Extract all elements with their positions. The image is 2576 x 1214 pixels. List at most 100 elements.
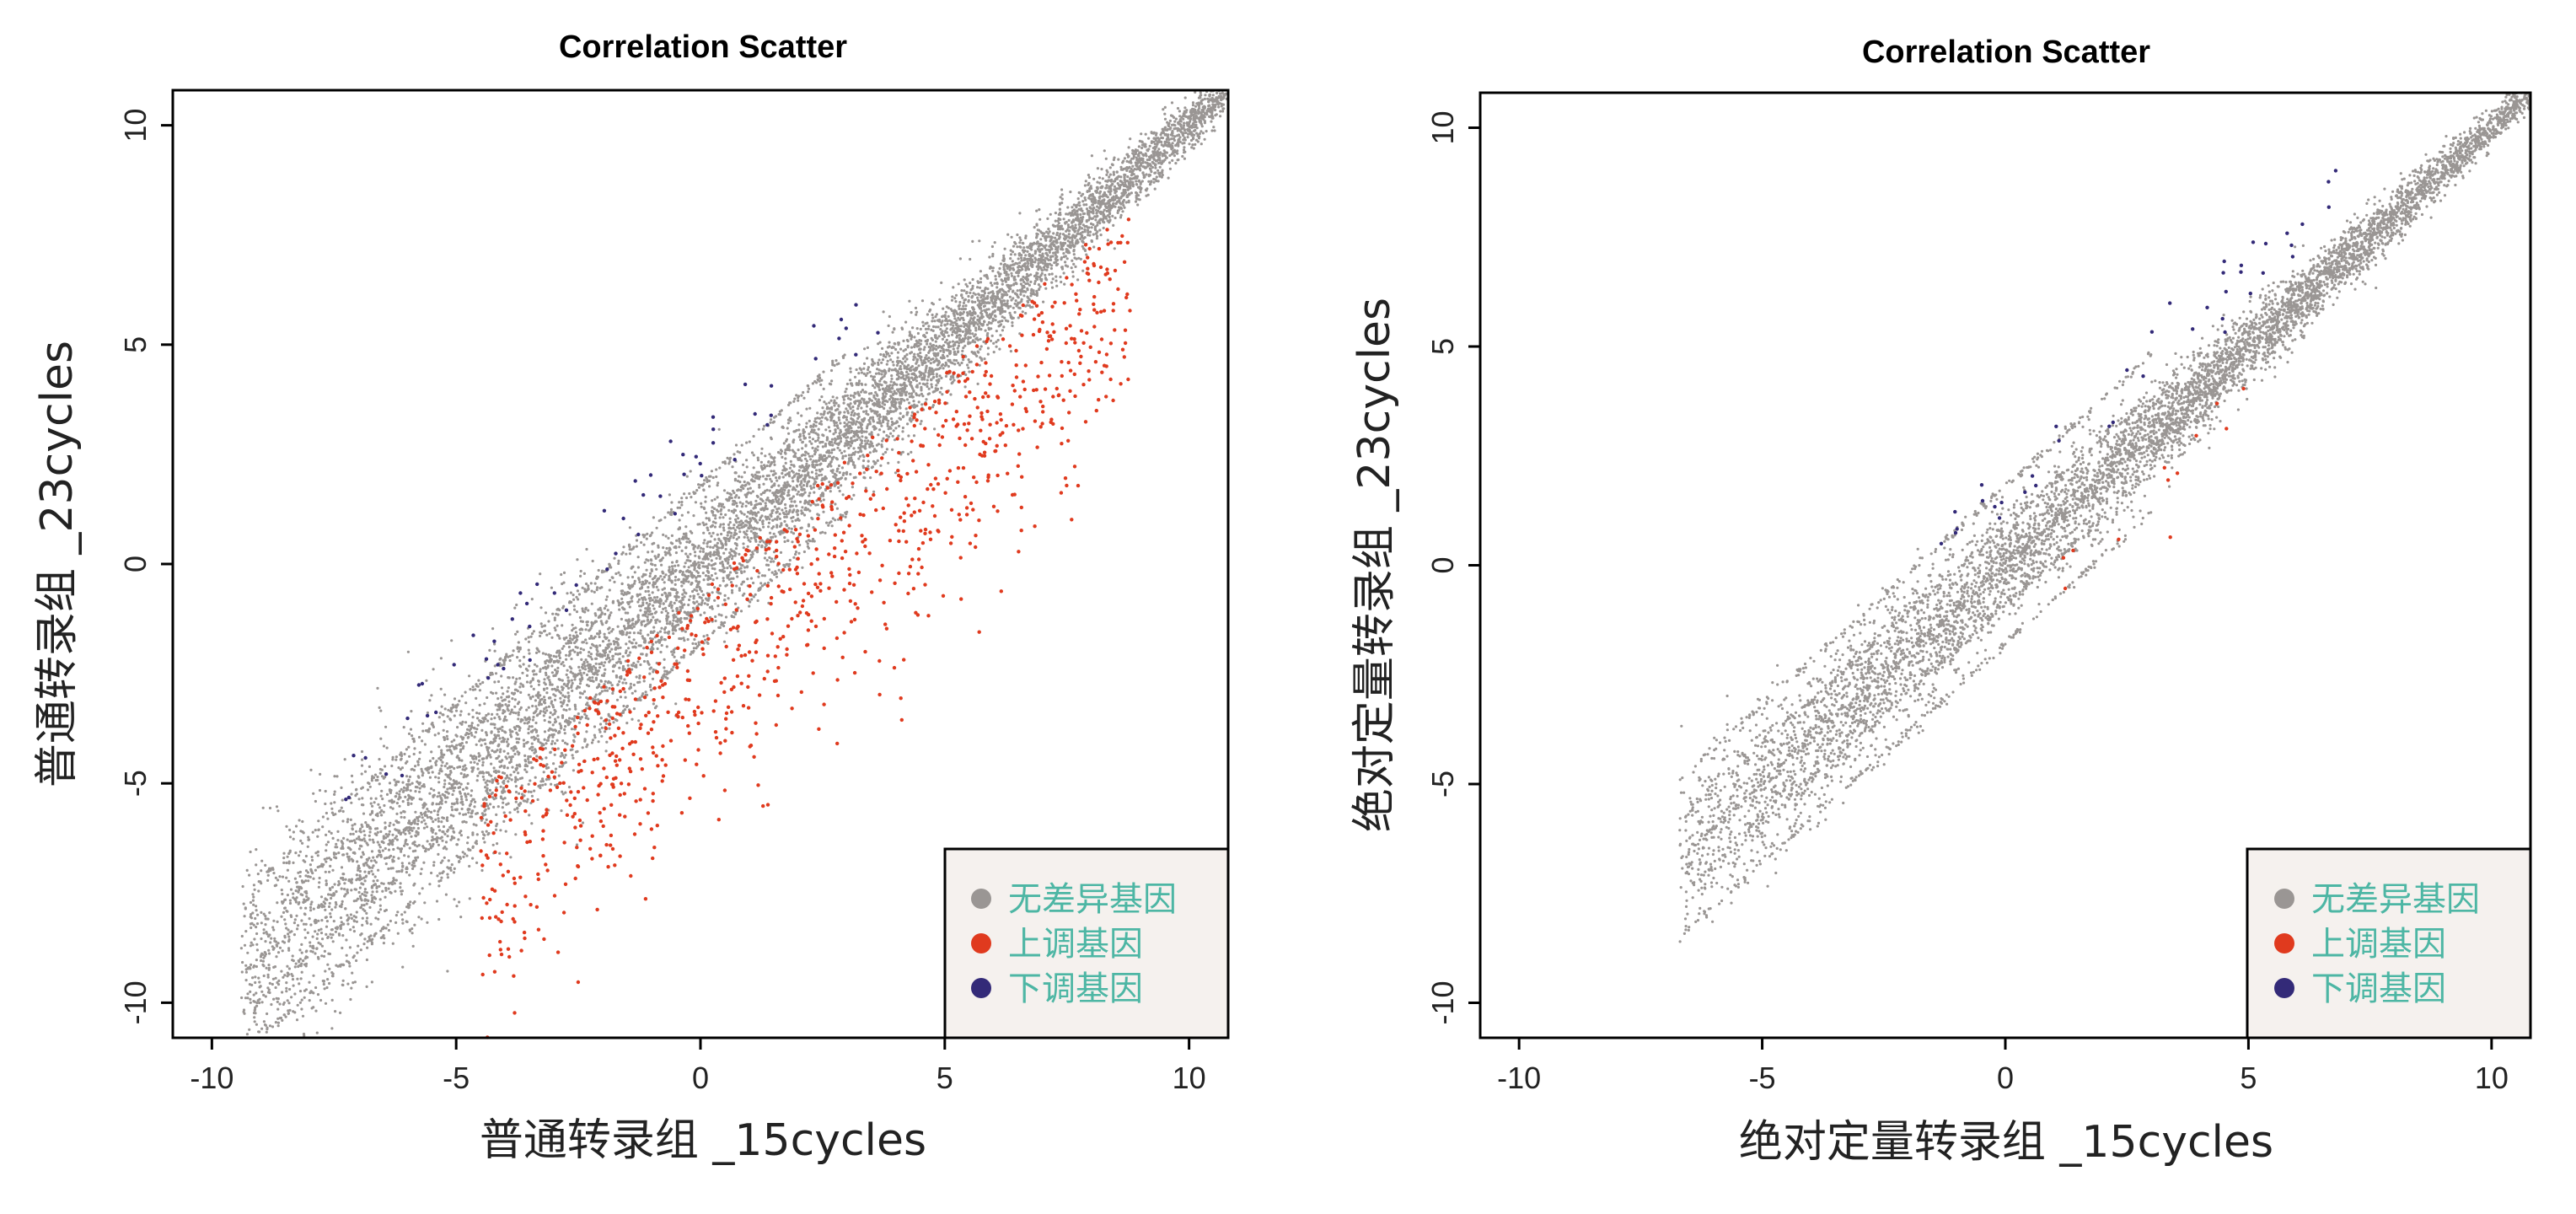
point-no-diff xyxy=(434,832,437,835)
point-no-diff xyxy=(373,875,377,878)
point-no-diff xyxy=(422,861,426,864)
point-no-diff xyxy=(278,946,282,949)
point-no-diff xyxy=(573,703,577,706)
point-no-diff xyxy=(330,1027,334,1030)
point-no-diff xyxy=(775,476,778,480)
point-no-diff xyxy=(504,703,507,706)
point-no-diff xyxy=(308,999,311,1002)
point-no-diff xyxy=(862,471,866,475)
point-no-diff xyxy=(1067,218,1071,222)
point-no-diff xyxy=(283,974,287,977)
point-no-diff xyxy=(714,521,717,524)
point-no-diff xyxy=(319,903,324,906)
point-no-diff xyxy=(304,869,309,873)
point-no-diff xyxy=(357,890,361,894)
point-no-diff xyxy=(289,914,292,917)
point-no-diff xyxy=(319,895,324,899)
point-no-diff xyxy=(544,611,548,615)
point-no-diff xyxy=(287,860,291,863)
point-no-diff xyxy=(759,452,764,455)
point-no-diff xyxy=(300,919,303,922)
point-no-diff xyxy=(448,777,453,781)
point-no-diff xyxy=(502,787,506,790)
point-no-diff xyxy=(243,915,246,918)
point-no-diff xyxy=(431,835,434,839)
point-no-diff xyxy=(721,563,725,567)
point-no-diff xyxy=(473,735,476,739)
point-no-diff xyxy=(642,596,647,599)
point-no-diff xyxy=(781,511,786,515)
point-no-diff xyxy=(252,903,255,906)
point-no-diff xyxy=(1101,177,1104,180)
point-no-diff xyxy=(577,721,582,724)
point-no-diff xyxy=(759,475,762,479)
point-no-diff xyxy=(754,499,758,503)
point-no-diff xyxy=(566,686,571,690)
point-no-diff xyxy=(358,894,362,898)
point-no-diff xyxy=(874,372,878,375)
point-no-diff xyxy=(368,872,371,875)
point-no-diff xyxy=(517,713,520,717)
point-no-diff xyxy=(628,640,631,643)
point-no-diff xyxy=(350,889,353,892)
point-no-diff xyxy=(255,948,259,952)
point-no-diff xyxy=(502,692,505,696)
point-no-diff xyxy=(976,296,979,299)
point-no-diff xyxy=(418,798,421,801)
point-no-diff xyxy=(439,657,443,660)
point-no-diff xyxy=(424,849,427,852)
point-no-diff xyxy=(742,546,745,550)
point-no-diff xyxy=(957,282,960,286)
point-no-diff xyxy=(518,765,522,768)
point-no-diff xyxy=(811,438,815,441)
point-no-diff xyxy=(611,691,614,696)
point-no-diff xyxy=(329,916,332,919)
point-no-diff xyxy=(1127,199,1130,202)
point-no-diff xyxy=(633,579,636,583)
point-no-diff xyxy=(633,571,636,574)
point-no-diff xyxy=(544,747,547,750)
point-no-diff xyxy=(490,774,493,777)
point-no-diff xyxy=(1061,233,1065,236)
point-no-diff xyxy=(511,730,514,733)
point-no-diff xyxy=(363,834,367,837)
point-no-diff xyxy=(682,637,685,640)
point-no-diff xyxy=(998,266,1001,271)
point-no-diff xyxy=(870,399,873,402)
point-no-diff xyxy=(328,967,331,970)
point-no-diff xyxy=(769,560,773,563)
point-no-diff xyxy=(1094,208,1098,212)
point-no-diff xyxy=(489,803,492,806)
point-no-diff xyxy=(460,759,464,762)
point-no-diff xyxy=(409,900,412,904)
point-no-diff xyxy=(578,669,582,672)
point-no-diff xyxy=(853,375,857,379)
point-no-diff xyxy=(484,821,487,825)
point-no-diff xyxy=(603,607,607,610)
point-no-diff xyxy=(736,630,740,633)
point-no-diff xyxy=(962,340,965,343)
point-no-diff xyxy=(516,630,519,634)
point-no-diff xyxy=(543,738,546,741)
point-no-diff xyxy=(845,394,850,397)
point-no-diff xyxy=(971,239,974,243)
point-no-diff xyxy=(1183,121,1186,125)
point-no-diff xyxy=(325,843,328,846)
point-no-diff xyxy=(578,615,582,620)
point-no-diff xyxy=(492,766,496,770)
point-no-diff xyxy=(595,657,598,660)
point-no-diff xyxy=(274,976,277,980)
point-no-diff xyxy=(930,385,934,389)
point-no-diff xyxy=(450,805,453,808)
point-no-diff xyxy=(563,728,566,732)
point-no-diff xyxy=(561,679,564,682)
point-no-diff xyxy=(563,755,566,760)
point-no-diff xyxy=(745,459,749,462)
point-no-diff xyxy=(1024,254,1028,257)
point-no-diff xyxy=(451,808,454,812)
point-no-diff xyxy=(1119,175,1123,179)
point-no-diff xyxy=(504,731,507,734)
point-no-diff xyxy=(819,383,823,386)
point-no-diff xyxy=(728,492,732,496)
point-no-diff xyxy=(420,868,423,871)
